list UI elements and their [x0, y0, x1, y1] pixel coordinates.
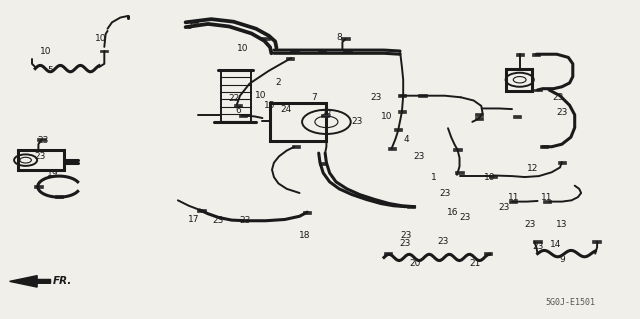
Bar — [398, 94, 406, 97]
Text: 8: 8 — [337, 33, 342, 42]
Text: 23: 23 — [552, 93, 564, 102]
Bar — [319, 162, 328, 165]
Text: 10: 10 — [40, 47, 52, 56]
Bar — [534, 88, 542, 92]
Bar — [419, 94, 427, 97]
Text: 22: 22 — [228, 94, 239, 103]
Text: 11: 11 — [541, 193, 553, 202]
Text: 23: 23 — [532, 242, 543, 251]
Text: 11: 11 — [508, 193, 519, 202]
Text: 23: 23 — [321, 110, 332, 119]
Bar — [516, 53, 524, 56]
Bar — [189, 20, 198, 23]
Text: 3: 3 — [186, 22, 191, 31]
Text: 23: 23 — [556, 108, 568, 117]
Bar — [489, 174, 497, 178]
Bar — [398, 110, 406, 113]
Text: 10: 10 — [95, 34, 107, 43]
Bar — [540, 145, 548, 148]
Bar — [285, 56, 294, 60]
Text: 6: 6 — [236, 106, 241, 115]
Text: 23: 23 — [440, 189, 451, 198]
Bar — [18, 150, 64, 170]
Bar — [384, 252, 392, 255]
Bar — [543, 200, 552, 203]
Text: 23: 23 — [239, 216, 251, 225]
Bar — [513, 115, 522, 118]
Bar — [100, 49, 109, 53]
Bar — [509, 200, 518, 203]
Bar — [475, 113, 483, 116]
Text: 23: 23 — [401, 231, 412, 240]
Text: 10: 10 — [381, 112, 393, 121]
Text: 9: 9 — [559, 256, 564, 264]
Text: 20: 20 — [409, 259, 420, 268]
Text: 15: 15 — [264, 101, 276, 110]
Text: 23: 23 — [399, 239, 411, 248]
Text: 10: 10 — [484, 173, 495, 182]
Text: 17: 17 — [188, 215, 200, 224]
Bar — [388, 147, 396, 150]
Bar — [506, 69, 532, 91]
Bar — [342, 37, 350, 41]
Bar — [303, 211, 311, 214]
Text: 23: 23 — [499, 204, 510, 212]
Text: 23: 23 — [351, 117, 363, 126]
Bar — [475, 117, 483, 120]
Text: 5: 5 — [47, 66, 52, 75]
Text: 16: 16 — [447, 208, 459, 217]
Bar — [321, 114, 330, 117]
Text: 14: 14 — [550, 240, 561, 249]
Bar — [234, 104, 243, 107]
Text: 13: 13 — [556, 220, 567, 229]
Bar — [291, 50, 298, 53]
Polygon shape — [10, 276, 51, 287]
Bar — [407, 205, 415, 208]
Bar — [38, 138, 46, 141]
Text: 19: 19 — [47, 169, 58, 178]
Bar — [456, 171, 463, 174]
Bar — [197, 209, 206, 212]
Text: 4: 4 — [404, 135, 409, 144]
Bar — [558, 160, 566, 164]
Bar — [534, 240, 542, 243]
Bar — [394, 128, 403, 131]
Bar — [453, 148, 462, 152]
Text: FR.: FR. — [52, 276, 72, 286]
Text: 23: 23 — [438, 237, 449, 246]
Bar — [55, 195, 63, 198]
Text: 10: 10 — [255, 91, 267, 100]
Bar — [484, 252, 492, 255]
Bar — [35, 185, 42, 188]
Bar — [317, 50, 326, 53]
Bar — [292, 145, 300, 148]
Text: 23: 23 — [371, 93, 382, 102]
Text: 23: 23 — [34, 152, 45, 161]
Bar — [344, 50, 352, 53]
Bar — [270, 103, 326, 141]
Text: 23: 23 — [212, 216, 223, 225]
Bar — [262, 37, 270, 40]
Text: 21: 21 — [469, 259, 481, 268]
Text: 23: 23 — [459, 213, 470, 222]
Text: 18: 18 — [299, 231, 310, 240]
Text: 2: 2 — [276, 78, 281, 87]
Text: 10: 10 — [237, 44, 249, 53]
Text: 23: 23 — [413, 152, 425, 161]
Text: 23: 23 — [37, 137, 49, 145]
Text: 24: 24 — [280, 105, 292, 114]
Text: 5G0J-E1501: 5G0J-E1501 — [546, 298, 596, 307]
Text: 23: 23 — [524, 220, 536, 229]
Text: 1: 1 — [431, 173, 436, 182]
Text: 12: 12 — [527, 164, 538, 173]
Bar — [532, 53, 540, 56]
Bar — [593, 240, 601, 243]
Text: 7: 7 — [311, 93, 316, 102]
Bar — [239, 114, 248, 117]
